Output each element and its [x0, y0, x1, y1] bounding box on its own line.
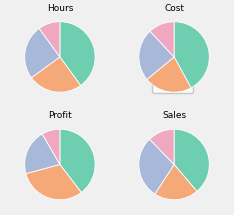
- Wedge shape: [155, 164, 197, 200]
- Wedge shape: [139, 139, 174, 194]
- Wedge shape: [60, 22, 95, 86]
- Title: Cost: Cost: [164, 4, 184, 13]
- Wedge shape: [26, 164, 81, 200]
- Wedge shape: [31, 57, 81, 92]
- Wedge shape: [42, 129, 60, 164]
- Wedge shape: [139, 31, 174, 79]
- Wedge shape: [39, 22, 60, 57]
- Wedge shape: [174, 129, 209, 191]
- Wedge shape: [150, 129, 174, 164]
- Wedge shape: [60, 129, 95, 192]
- Title: Sales: Sales: [162, 111, 186, 120]
- Wedge shape: [150, 22, 174, 57]
- Wedge shape: [147, 57, 191, 92]
- Title: Profit: Profit: [48, 111, 72, 120]
- Title: Hours: Hours: [47, 4, 73, 13]
- Legend: Engr1, Engr2, Mktg1, Mktg2: Engr1, Engr2, Mktg1, Mktg2: [152, 43, 193, 93]
- Wedge shape: [174, 22, 209, 88]
- Wedge shape: [25, 134, 60, 174]
- Wedge shape: [25, 28, 60, 78]
